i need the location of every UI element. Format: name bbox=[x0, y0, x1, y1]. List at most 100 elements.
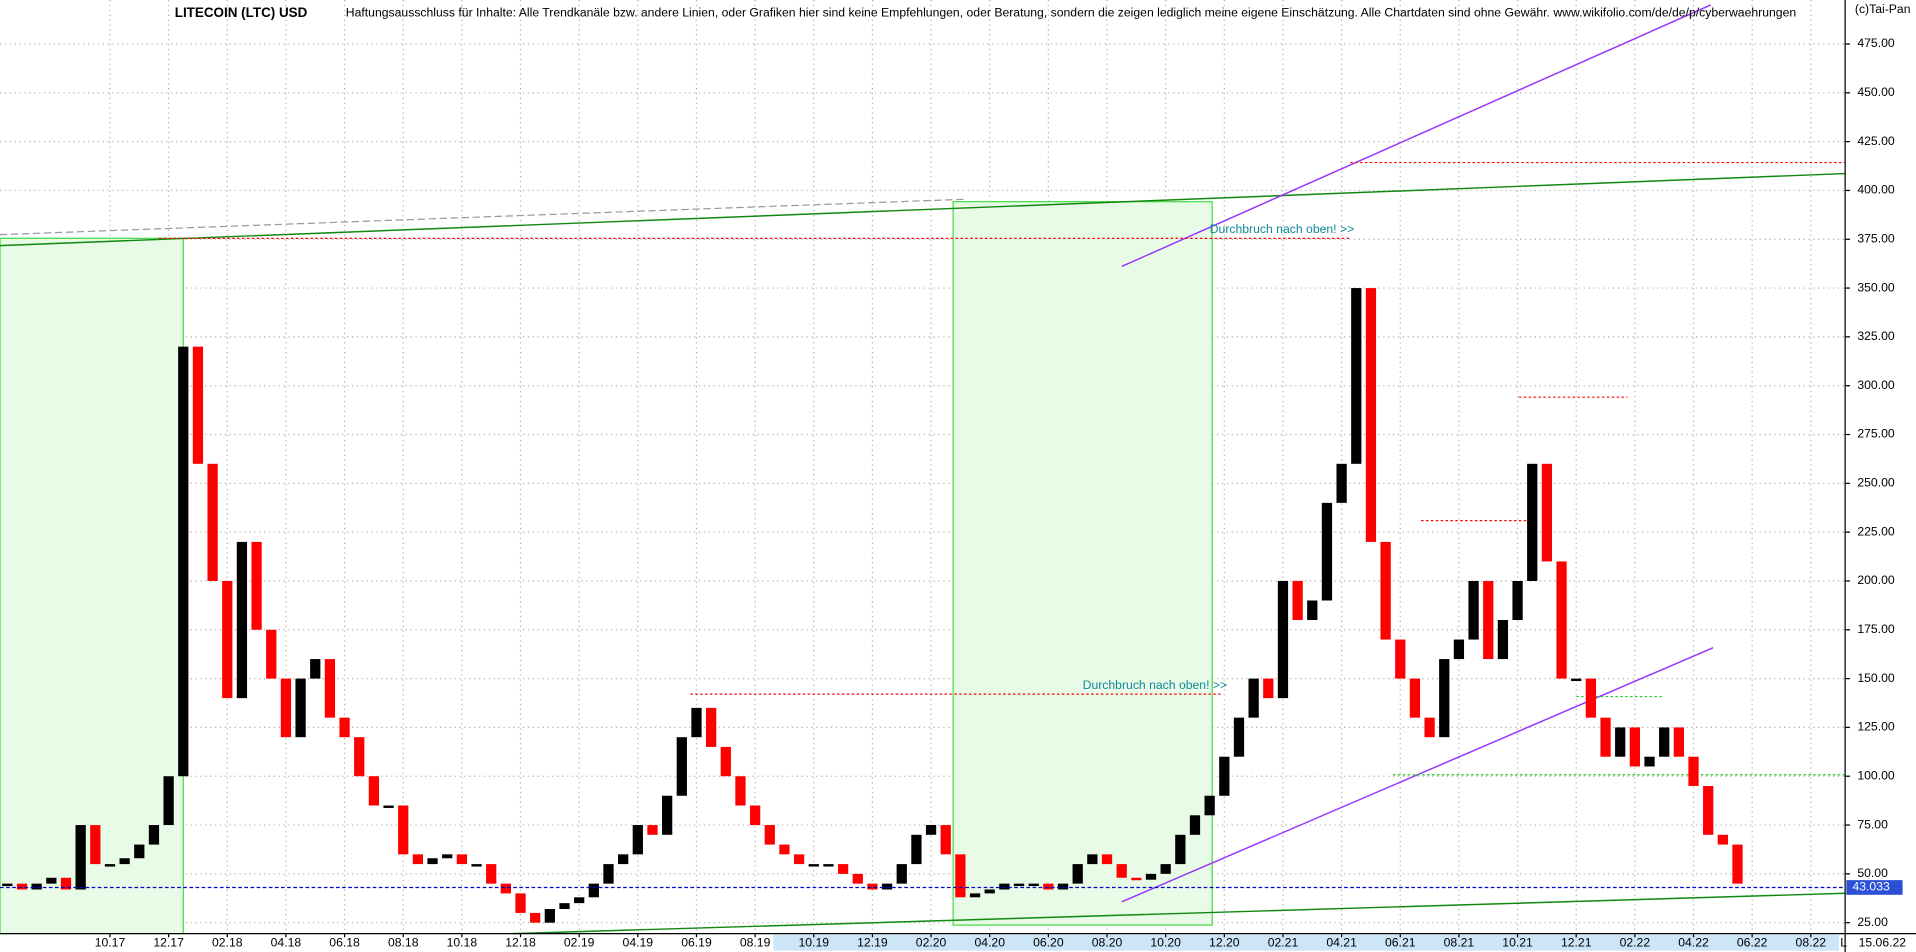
candle bbox=[280, 678, 292, 738]
x-tick-label: 04.18 bbox=[271, 936, 302, 950]
y-tick-label: 400.00 bbox=[1857, 183, 1895, 197]
candle bbox=[1043, 883, 1054, 890]
candle bbox=[1057, 883, 1069, 890]
y-tick-label: 425.00 bbox=[1857, 134, 1895, 148]
zone bbox=[952, 201, 1213, 926]
candle bbox=[1175, 834, 1186, 865]
candle bbox=[16, 883, 28, 890]
candle bbox=[456, 854, 468, 865]
candle bbox=[647, 825, 658, 835]
candle bbox=[1732, 844, 1743, 884]
x-tick-label: 04.19 bbox=[623, 936, 654, 950]
candle bbox=[31, 883, 42, 890]
x-tick-label: 06.22 bbox=[1737, 936, 1768, 950]
candle bbox=[1629, 727, 1640, 767]
candle bbox=[1248, 678, 1259, 718]
y-tick-label: 75.00 bbox=[1857, 817, 1888, 831]
candle bbox=[1087, 854, 1098, 865]
x-tick-label: 04.21 bbox=[1326, 936, 1357, 950]
candle bbox=[1131, 877, 1142, 881]
candle bbox=[1615, 727, 1626, 757]
candle bbox=[999, 883, 1010, 890]
candle bbox=[1160, 864, 1171, 874]
candle bbox=[1116, 864, 1127, 878]
y-tick-label: 325.00 bbox=[1857, 329, 1895, 343]
candle bbox=[442, 854, 453, 859]
candle bbox=[1189, 815, 1201, 835]
candle bbox=[735, 776, 746, 806]
candle bbox=[881, 883, 893, 890]
candle bbox=[837, 864, 849, 874]
candle bbox=[134, 844, 145, 859]
x-tick-label: 10.18 bbox=[447, 936, 478, 950]
candle bbox=[588, 883, 599, 898]
candle bbox=[1688, 756, 1699, 786]
x-tick-label: 12.21 bbox=[1561, 936, 1592, 950]
candle bbox=[368, 776, 380, 806]
candle bbox=[1204, 795, 1215, 816]
candle bbox=[2, 883, 13, 887]
y-tick-label: 375.00 bbox=[1857, 231, 1895, 245]
candle bbox=[1717, 834, 1728, 845]
candle bbox=[632, 825, 643, 855]
disclaimer: Haftungsausschluss für Inhalte: Alle Tre… bbox=[346, 6, 1796, 20]
candle bbox=[1556, 561, 1567, 679]
candle bbox=[75, 825, 86, 890]
candle bbox=[1336, 463, 1347, 503]
x-tick-label: 10.17 bbox=[95, 936, 126, 950]
candle bbox=[1028, 883, 1039, 887]
candle bbox=[1013, 883, 1025, 887]
candle bbox=[1395, 639, 1406, 679]
candle bbox=[1571, 678, 1582, 682]
y-tick-label: 475.00 bbox=[1857, 36, 1895, 50]
last-price-box bbox=[1846, 880, 1903, 895]
candle bbox=[1409, 678, 1421, 718]
candle bbox=[471, 864, 482, 867]
candle bbox=[574, 897, 585, 904]
candle bbox=[940, 825, 951, 855]
x-tick-label: 08.22 bbox=[1796, 936, 1827, 950]
x-tick-label: 08.20 bbox=[1092, 936, 1123, 950]
candle bbox=[90, 825, 101, 865]
candle bbox=[339, 717, 350, 738]
candle bbox=[236, 541, 248, 699]
y-tick-label: 175.00 bbox=[1857, 622, 1895, 636]
candle bbox=[1659, 727, 1670, 757]
copyright: (c)Tai-Pan bbox=[1855, 2, 1911, 16]
candle bbox=[383, 805, 394, 808]
candle bbox=[662, 795, 673, 835]
candle bbox=[852, 873, 863, 884]
candle bbox=[119, 858, 130, 865]
x-tick-label: 12.19 bbox=[857, 936, 888, 950]
candle bbox=[266, 629, 277, 679]
candle bbox=[1145, 873, 1157, 880]
last-date: 15.06.22 bbox=[1859, 936, 1907, 950]
trendline bbox=[513, 892, 1846, 935]
candle bbox=[1321, 502, 1333, 601]
candle bbox=[310, 659, 321, 679]
candle bbox=[412, 854, 424, 865]
candle bbox=[295, 678, 306, 738]
candle bbox=[867, 883, 878, 890]
x-tick-label: 02.22 bbox=[1620, 936, 1651, 950]
candle bbox=[163, 776, 174, 826]
candle bbox=[1424, 717, 1435, 738]
x-tick-label: 02.19 bbox=[564, 936, 595, 950]
x-tick-label: 02.20 bbox=[916, 936, 947, 950]
candle bbox=[911, 834, 922, 865]
candles bbox=[2, 288, 1743, 923]
y-tick-label: 225.00 bbox=[1857, 524, 1895, 538]
x-tick-label: 10.20 bbox=[1150, 936, 1181, 950]
candle bbox=[1453, 639, 1465, 660]
x-tick-label: 10.21 bbox=[1502, 936, 1533, 950]
candle bbox=[1468, 580, 1479, 640]
annotation: Durchbruch nach oben! >> bbox=[1210, 222, 1355, 236]
candle bbox=[427, 858, 438, 865]
zone bbox=[0, 237, 184, 935]
x-tick-label: 08.19 bbox=[740, 936, 771, 950]
x-tick-label: 04.20 bbox=[974, 936, 1005, 950]
candle bbox=[354, 737, 365, 777]
candle bbox=[969, 893, 981, 898]
candle bbox=[515, 893, 526, 913]
